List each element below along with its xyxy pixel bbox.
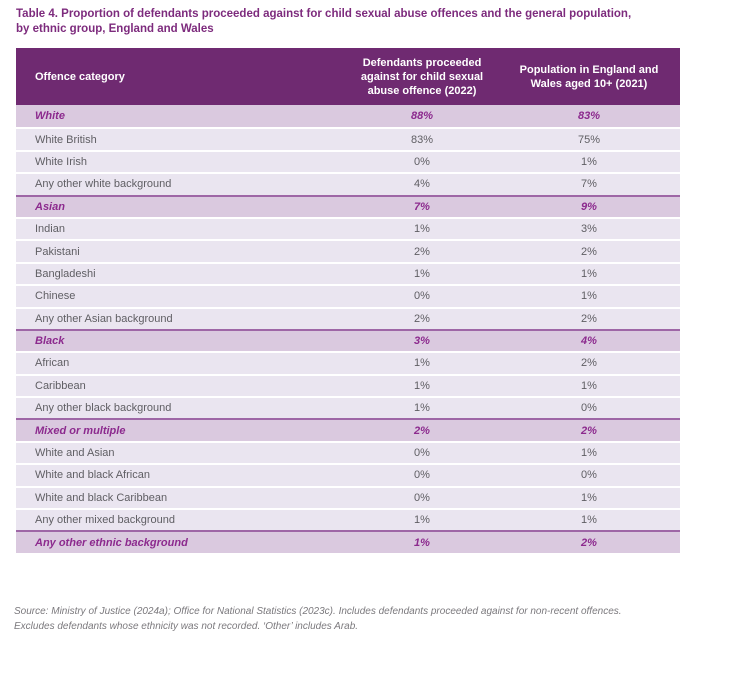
offence-category-cell: Any other white background	[16, 172, 346, 195]
population-value-cell: 75%	[498, 127, 680, 150]
defendants-value-cell: 0%	[346, 463, 498, 486]
table-row-any-other-mixed-background: Any other mixed background 1% 1%	[16, 508, 680, 531]
source-note-line-2: Excludes defendants whose ethnicity was …	[14, 621, 359, 632]
table-row-white-and-black-caribbean: White and black Caribbean 0% 1%	[16, 485, 680, 509]
defendants-value-cell: 2%	[346, 306, 498, 329]
population-value-cell: 1%	[498, 149, 680, 173]
offence-category-cell: Mixed or multiple	[16, 418, 346, 441]
population-value-cell: 1%	[498, 440, 680, 464]
offence-category-cell: White British	[16, 127, 346, 150]
population-value-cell: 2%	[498, 239, 680, 262]
defendants-value-cell: 1%	[346, 396, 498, 419]
population-value-cell: 1%	[498, 261, 680, 285]
source-note: Source: Ministry of Justice (2024a); Off…	[14, 604, 714, 634]
table-row-white: White 88% 83%	[16, 105, 680, 128]
offence-category-cell: Black	[16, 328, 346, 352]
population-value-cell: 4%	[498, 328, 680, 352]
table-row-white-and-asian: White and Asian 0% 1%	[16, 440, 680, 464]
population-value-cell: 1%	[498, 508, 680, 531]
population-value-cell: 7%	[498, 172, 680, 195]
table-row-white-and-black-african: White and black African 0% 0%	[16, 463, 680, 486]
offence-category-cell: Chinese	[16, 284, 346, 307]
offence-category-cell: White Irish	[16, 149, 346, 173]
population-value-cell: 2%	[498, 306, 680, 329]
population-value-cell: 1%	[498, 284, 680, 307]
defendants-value-cell: 0%	[346, 284, 498, 307]
offence-category-cell: Indian	[16, 216, 346, 240]
offence-category-cell: African	[16, 351, 346, 374]
population-value-cell: 2%	[498, 530, 680, 553]
population-value-cell: 1%	[498, 485, 680, 509]
offence-category-cell: Asian	[16, 194, 346, 217]
offence-category-cell: Any other Asian background	[16, 306, 346, 329]
population-value-cell: 2%	[498, 418, 680, 441]
defendants-value-cell: 1%	[346, 351, 498, 374]
defendants-value-cell: 1%	[346, 508, 498, 531]
table-row-chinese: Chinese 0% 1%	[16, 284, 680, 307]
table-title: Table 4. Proportion of defendants procee…	[16, 7, 716, 36]
table-row-black: Black 3% 4%	[16, 328, 680, 352]
table-row-pakistani: Pakistani 2% 2%	[16, 239, 680, 262]
offence-category-cell: Pakistani	[16, 239, 346, 262]
defendants-value-cell: 0%	[346, 440, 498, 464]
offence-category-cell: Bangladeshi	[16, 261, 346, 285]
defendants-value-cell: 1%	[346, 216, 498, 240]
offence-category-cell: White	[16, 105, 346, 128]
defendants-value-cell: 0%	[346, 149, 498, 173]
defendants-value-cell: 3%	[346, 328, 498, 352]
defendants-value-cell: 2%	[346, 239, 498, 262]
table-title-line-1: Table 4. Proportion of defendants procee…	[16, 8, 632, 20]
offence-category-cell: White and black Caribbean	[16, 485, 346, 509]
defendants-value-cell: 88%	[346, 105, 498, 128]
population-value-cell: 3%	[498, 216, 680, 240]
offence-category-cell: White and black African	[16, 463, 346, 486]
table-row-white-irish: White Irish 0% 1%	[16, 149, 680, 173]
header-defendants-column: Defendants proceeded against for child s…	[346, 48, 498, 105]
defendants-value-cell: 7%	[346, 194, 498, 217]
table-row-bangladeshi: Bangladeshi 1% 1%	[16, 261, 680, 285]
table-row-any-other-ethnic-background: Any other ethnic background 1% 2%	[16, 530, 680, 553]
table-row-asian: Asian 7% 9%	[16, 194, 680, 217]
table-row-any-other-black-background: Any other black background 1% 0%	[16, 396, 680, 419]
table-row-any-other-asian-background: Any other Asian background 2% 2%	[16, 306, 680, 329]
ethnic-group-table: Offence category Defendants proceeded ag…	[16, 48, 680, 553]
offence-category-cell: Any other black background	[16, 396, 346, 419]
table-row-indian: Indian 1% 3%	[16, 216, 680, 240]
header-offence-category: Offence category	[16, 48, 346, 105]
table-row-african: African 1% 2%	[16, 351, 680, 374]
offence-category-cell: White and Asian	[16, 440, 346, 464]
population-value-cell: 0%	[498, 463, 680, 486]
population-value-cell: 9%	[498, 194, 680, 217]
defendants-value-cell: 1%	[346, 373, 498, 397]
table-row-any-other-white-background: Any other white background 4% 7%	[16, 172, 680, 195]
defendants-value-cell: 0%	[346, 485, 498, 509]
table-row-mixed-or-multiple: Mixed or multiple 2% 2%	[16, 418, 680, 441]
table-row-caribbean: Caribbean 1% 1%	[16, 373, 680, 397]
offence-category-cell: Any other mixed background	[16, 508, 346, 531]
population-value-cell: 1%	[498, 373, 680, 397]
offence-category-cell: Any other ethnic background	[16, 530, 346, 553]
defendants-value-cell: 83%	[346, 127, 498, 150]
population-value-cell: 2%	[498, 351, 680, 374]
defendants-value-cell: 1%	[346, 530, 498, 553]
source-note-line-1: Source: Ministry of Justice (2024a); Off…	[14, 606, 622, 617]
table-title-line-2: by ethnic group, England and Wales	[16, 22, 214, 35]
defendants-value-cell: 2%	[346, 418, 498, 441]
table-header-row: Offence category Defendants proceeded ag…	[16, 48, 680, 105]
table-row-white-british: White British 83% 75%	[16, 127, 680, 150]
header-population-column: Population in England and Wales aged 10+…	[498, 48, 680, 105]
defendants-value-cell: 1%	[346, 261, 498, 285]
population-value-cell: 83%	[498, 105, 680, 128]
defendants-value-cell: 4%	[346, 172, 498, 195]
population-value-cell: 0%	[498, 396, 680, 419]
offence-category-cell: Caribbean	[16, 373, 346, 397]
